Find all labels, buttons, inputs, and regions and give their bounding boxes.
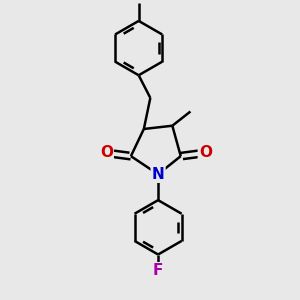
Text: O: O: [199, 146, 212, 160]
Text: N: N: [152, 167, 164, 182]
Text: F: F: [153, 263, 163, 278]
Text: O: O: [100, 146, 113, 160]
